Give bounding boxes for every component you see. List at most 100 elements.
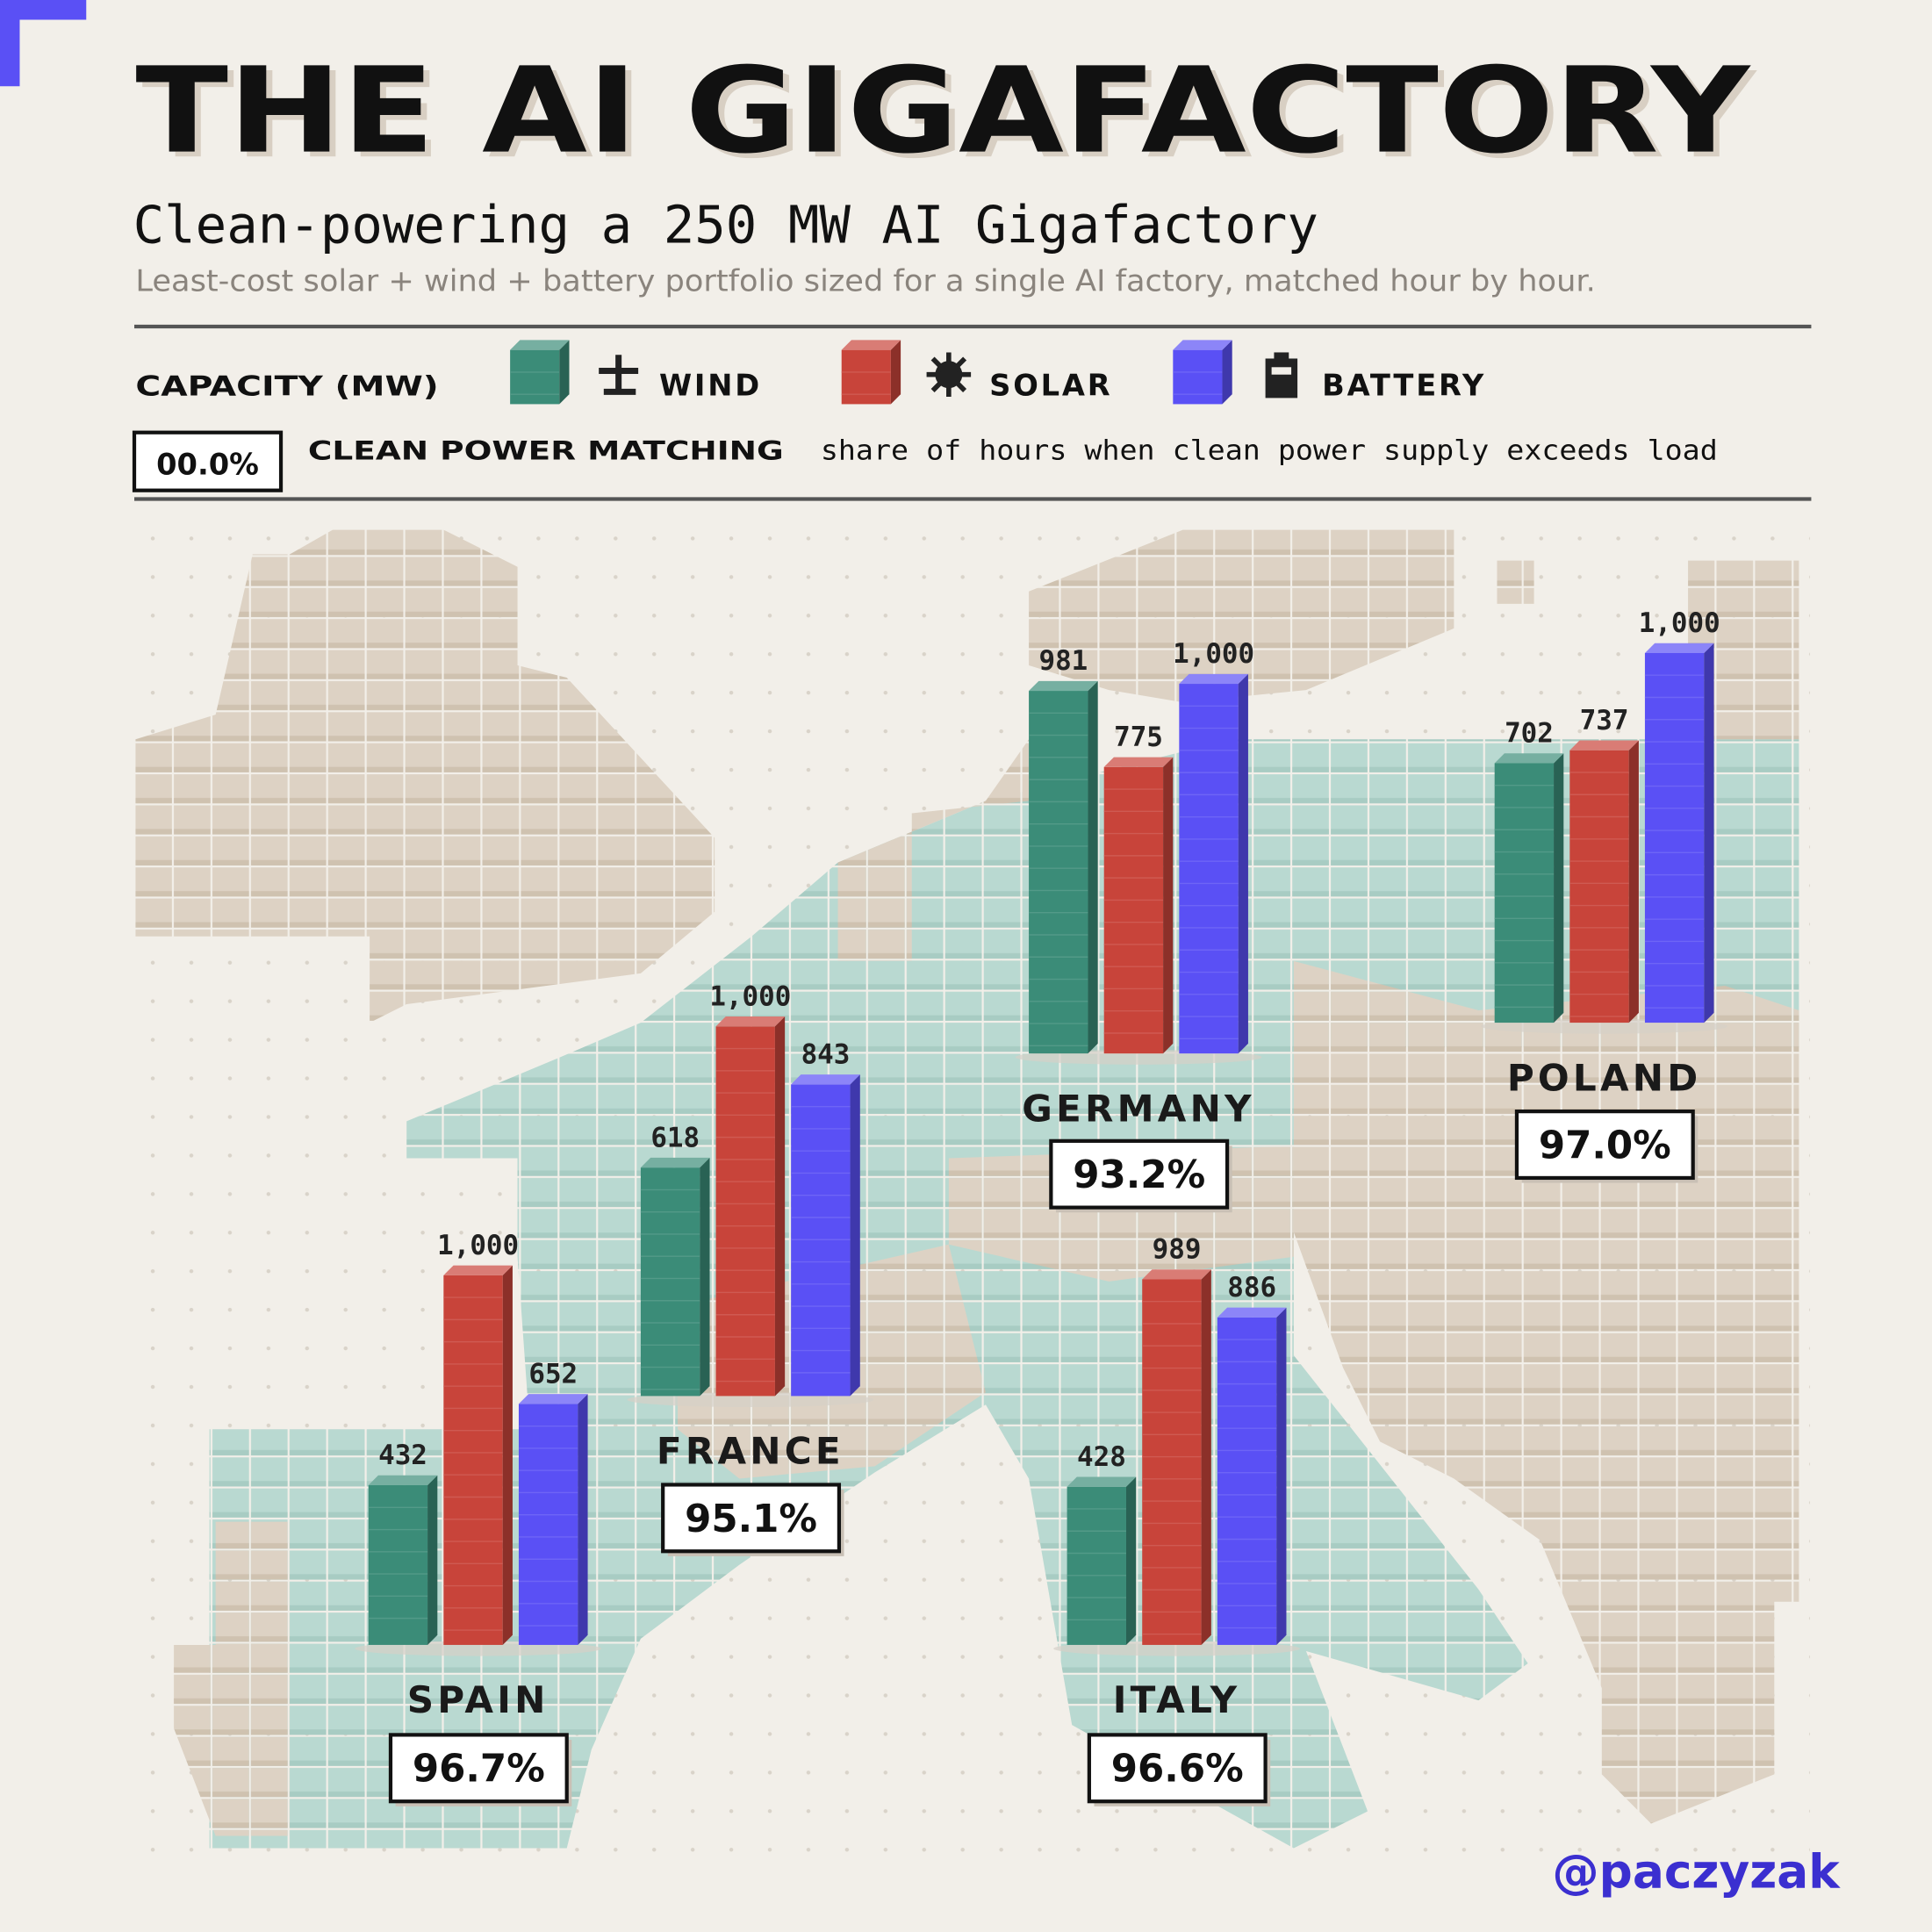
bar: [1644, 643, 1714, 1023]
bar-side: [1201, 1269, 1211, 1645]
bar-top: [1179, 673, 1248, 685]
matching-value: 93.2%: [1073, 1153, 1205, 1197]
value-label: 981: [1039, 645, 1088, 677]
bar-side: [427, 1475, 438, 1645]
value-label: 652: [528, 1359, 578, 1390]
bar-front: [518, 1404, 578, 1645]
legend-swatch: [841, 340, 901, 405]
bar-front: [1179, 684, 1239, 1054]
bar-front: [715, 1026, 775, 1397]
bar-front: [841, 349, 891, 405]
wind-icon: [599, 355, 639, 395]
value-label: 886: [1227, 1272, 1276, 1304]
bar-side: [774, 1016, 786, 1397]
bar-side: [1554, 753, 1564, 1023]
bar-side: [578, 1394, 588, 1645]
bar-front: [1067, 1486, 1126, 1645]
bar-side: [1704, 643, 1714, 1023]
value-label: 737: [1580, 705, 1629, 736]
subtitle: Clean-powering a 250 MW AI Gigafactory: [133, 195, 1318, 255]
country-name: FRANCE: [657, 1430, 844, 1473]
bar-front: [510, 349, 560, 405]
bar-top: [1067, 1476, 1137, 1487]
bar-side: [700, 1157, 710, 1397]
bar-top: [518, 1394, 588, 1404]
bar: [1569, 740, 1639, 1023]
solar-icon: [926, 352, 972, 397]
country-group: 618 1,000 843 FRANCE 95.1%: [627, 980, 874, 1556]
value-label: 432: [378, 1440, 427, 1471]
title: THE AI GIGAFACTORY: [135, 42, 1750, 180]
value-label: 428: [1077, 1441, 1126, 1473]
map-region: [1029, 529, 1454, 703]
country-name: ITALY: [1113, 1678, 1241, 1721]
bar-top: [715, 1016, 786, 1027]
bar-side: [850, 1074, 860, 1397]
map-region: [172, 1521, 290, 1836]
bar-front: [1029, 691, 1088, 1054]
bar-side: [890, 340, 901, 405]
legend: WIND SOLAR BATTERY: [510, 340, 1486, 405]
title-shadow: THE AI GIGAFACTORY: [141, 47, 1756, 184]
matching-box: [1049, 1138, 1230, 1210]
value-label: 1,000: [1639, 607, 1720, 639]
bar: [1494, 753, 1564, 1023]
bar-top: [443, 1265, 513, 1275]
matching-label: CLEAN POWER MATCHING: [308, 436, 784, 466]
bar-front: [1644, 652, 1705, 1023]
country-group: 428 989 886 ITALY 96.6%: [1053, 1234, 1300, 1806]
matching-box: [1087, 1733, 1268, 1804]
bar-top: [791, 1074, 860, 1085]
description: Least-cost solar + wind + battery portfo…: [135, 263, 1595, 298]
bar-front: [640, 1167, 700, 1397]
bar: [368, 1475, 438, 1645]
legend-label: WIND: [659, 369, 762, 403]
bar: [1067, 1476, 1137, 1645]
bar-top: [1029, 680, 1098, 692]
bar: [518, 1394, 588, 1645]
bar-top: [1569, 740, 1639, 751]
value-label: 1,000: [437, 1230, 519, 1261]
country-group: 981 775 1,000 GERMANY 93.2%: [1015, 638, 1262, 1213]
bar-top: [841, 340, 901, 350]
bar-side: [1628, 740, 1639, 1023]
matching-description: share of hours when clean power supply e…: [821, 435, 1718, 467]
bar-front: [1142, 1279, 1202, 1645]
legend-label: BATTERY: [1322, 369, 1486, 403]
bar-side: [502, 1265, 513, 1645]
legend-swatch: [1173, 340, 1232, 405]
credit: @paczyzak: [1552, 1843, 1841, 1899]
matching-value: 96.6%: [1111, 1748, 1244, 1792]
value-label: 775: [1114, 722, 1163, 753]
value-label: 989: [1153, 1234, 1202, 1266]
country-name: POLAND: [1507, 1056, 1702, 1099]
bar-top: [1173, 340, 1232, 350]
value-label: 618: [650, 1122, 700, 1153]
capacity-label: CAPACITY (MW): [135, 371, 438, 403]
bar-front: [1569, 750, 1629, 1023]
bar: [640, 1157, 710, 1397]
corner-mark: [0, 0, 87, 87]
bar-side: [1163, 757, 1174, 1054]
matching-value: 96.7%: [413, 1748, 545, 1792]
bar: [715, 1016, 786, 1397]
bar-side: [559, 340, 570, 405]
legend-label: SOLAR: [989, 369, 1112, 403]
bar-top: [1142, 1269, 1211, 1280]
map-region: [1688, 560, 1799, 740]
bar-side: [1125, 1476, 1137, 1645]
matching-box: [661, 1483, 842, 1554]
bar: [443, 1265, 513, 1645]
country-group: 702 737 1,000 POLAND 97.0%: [1481, 607, 1727, 1183]
bar-front: [1494, 763, 1555, 1023]
bar: [1142, 1269, 1211, 1645]
map-region: [135, 529, 715, 1023]
matching-sample-box: [132, 430, 284, 492]
bar-top: [640, 1157, 710, 1168]
value-label: 843: [801, 1039, 851, 1071]
battery-icon: [1265, 352, 1298, 399]
bar-top: [368, 1475, 438, 1486]
bar-front: [1103, 766, 1164, 1054]
